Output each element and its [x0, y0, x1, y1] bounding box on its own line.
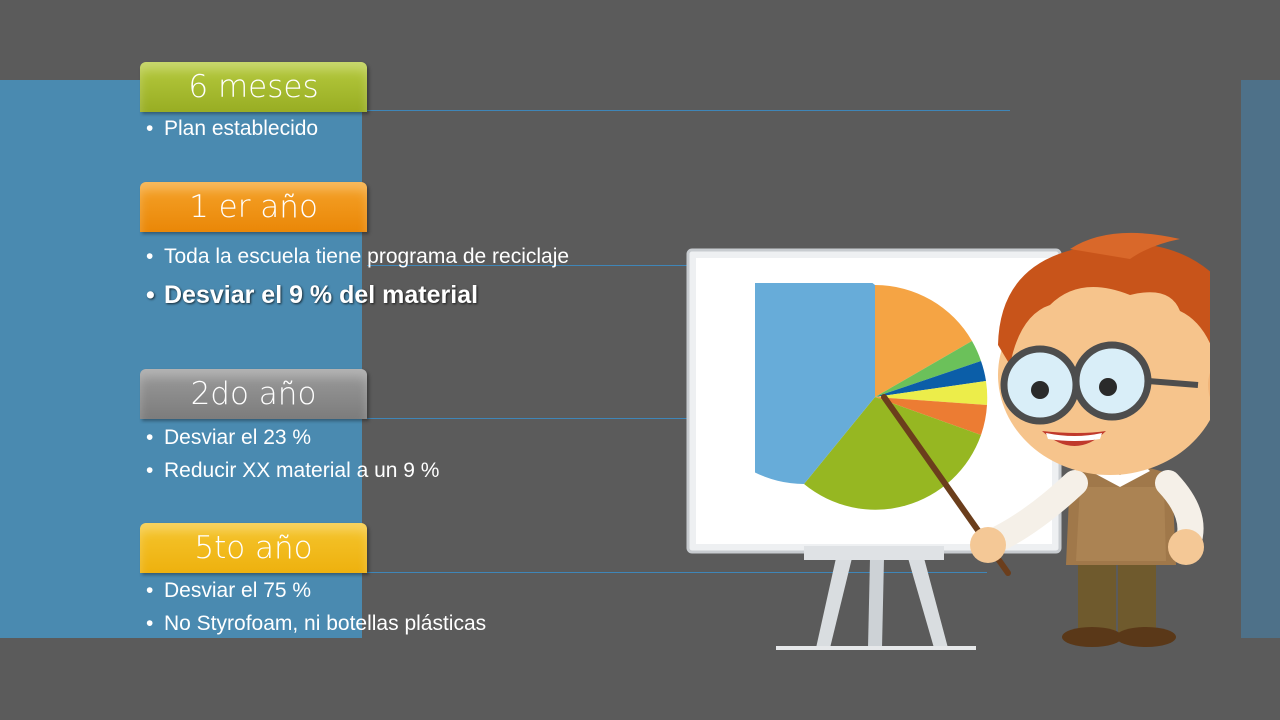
- pie-slice: [875, 361, 986, 397]
- pie-slice: [804, 397, 981, 510]
- list-item: • Reducir XX material a un 9 %: [146, 459, 440, 482]
- list-item-highlight: • Desviar el 9 % del material: [146, 281, 479, 309]
- timeline-rule: [367, 265, 697, 266]
- teacher-cartoon-icon: [881, 232, 1210, 647]
- easel-legs: [776, 558, 976, 650]
- list-item: • Toda la escuela tiene programa de recic…: [146, 245, 570, 268]
- pie-slice: [875, 381, 988, 405]
- pie-chart-icon: [755, 283, 988, 510]
- right-accent-panel: [1241, 80, 1280, 638]
- milestone-5to-ano-tab: 5to año: [140, 523, 367, 573]
- list-item: • Plan establecido: [146, 117, 319, 140]
- bullet-text: Toda la escuela tiene programa de recicl…: [164, 245, 570, 268]
- list-item: • Desviar el 75 %: [146, 579, 312, 602]
- list-item: • No Styrofoam, ni botellas plásticas: [146, 612, 487, 635]
- bullet-text: Desviar el 75 %: [164, 579, 312, 602]
- bullet-text: No Styrofoam, ni botellas plásticas: [164, 612, 487, 635]
- timeline-rule: [367, 418, 697, 419]
- pie-slice: [875, 285, 972, 397]
- bullet-text: Plan establecido: [164, 117, 319, 140]
- timeline-rule: [367, 110, 1010, 111]
- list-item: • Desviar el 23 %: [146, 426, 312, 449]
- bullet-text: Desviar el 9 % del material: [164, 281, 479, 309]
- milestone-2do-ano-tab: 2do año: [140, 369, 367, 419]
- bullet-text: Reducir XX material a un 9 %: [164, 459, 440, 482]
- pie-slice: [875, 341, 981, 397]
- bullet-text: Desviar el 23 %: [164, 426, 312, 449]
- pie-slice: [755, 283, 875, 484]
- pie-slice: [875, 397, 987, 435]
- milestone-1-er-ano-tab: 1 er año: [140, 182, 367, 232]
- timeline-rule: [367, 572, 987, 573]
- milestone-6-meses-tab: 6 meses: [140, 62, 367, 112]
